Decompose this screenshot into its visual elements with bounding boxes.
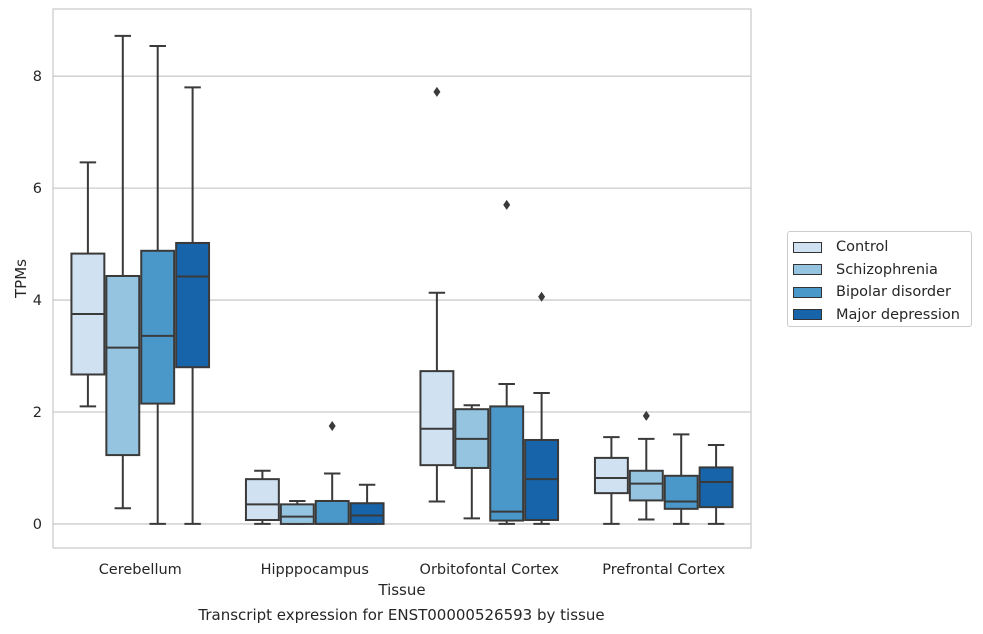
box-schizophrenia (279, 499, 315, 525)
x-tick-label: Hipppocampus (261, 562, 369, 578)
outlier-point (642, 410, 650, 421)
y-tick-label: 2 (33, 405, 42, 421)
y-tick-label: 8 (33, 69, 42, 85)
x-tick-label: Prefrontal Cortex (602, 562, 725, 578)
outlier-point (538, 291, 546, 302)
iqr-box (698, 466, 734, 509)
box-bipolar-disorder (314, 420, 350, 525)
legend: Control Schizophrenia Bipolar disorder Majo… (787, 231, 972, 327)
box-bipolar-disorder (140, 44, 176, 525)
iqr-box (349, 502, 385, 525)
x-tick-label: Orbitofontal Cortex (420, 562, 560, 578)
iqr-box (628, 469, 664, 502)
iqr-box (244, 478, 280, 522)
x-tick-label: Cerebellum (99, 562, 182, 578)
plot-area (52, 8, 752, 549)
y-axis-label: TPMs (12, 259, 30, 299)
y-axis-ticks: 0 2 4 6 8 (33, 69, 42, 533)
box-control (593, 436, 629, 525)
outlier-point (433, 86, 441, 97)
legend-item: Major depression (793, 304, 971, 327)
box-control (244, 469, 280, 525)
iqr-box (419, 370, 455, 467)
y-tick-label: 6 (33, 181, 42, 197)
box-major-depression (175, 86, 211, 525)
legend-swatch (793, 309, 822, 321)
box-schizophrenia (105, 34, 141, 510)
legend-swatch (793, 286, 822, 298)
legend-item: Bipolar disorder (793, 281, 971, 304)
iqr-box (279, 503, 315, 525)
legend-label: Major depression (836, 306, 960, 323)
boxes (70, 34, 734, 525)
iqr-box (140, 249, 176, 405)
legend-label: Schizophrenia (836, 261, 938, 278)
figure-caption: Transcript expression for ENST0000052659… (198, 606, 605, 624)
box-major-depression (524, 291, 560, 525)
legend-label: Control (836, 239, 889, 256)
box-control (70, 161, 106, 408)
iqr-box (663, 474, 699, 510)
box-control (419, 86, 455, 503)
box-major-depression (349, 483, 385, 525)
legend-item: Schizophrenia (793, 259, 971, 282)
legend-label: Bipolar disorder (836, 284, 951, 301)
iqr-box (105, 274, 141, 457)
x-axis-label: Tissue (377, 581, 425, 599)
box-schizophrenia (454, 404, 490, 520)
outlier-point (503, 199, 511, 210)
outlier-point (328, 420, 336, 431)
iqr-box (489, 405, 525, 522)
box-schizophrenia (628, 410, 664, 521)
x-axis-ticks: Cerebellum Hipppocampus Orbitofontal Corte… (99, 562, 726, 578)
y-tick-label: 0 (33, 517, 42, 533)
iqr-box (175, 241, 211, 369)
y-tick-label: 4 (33, 293, 42, 309)
box-bipolar-disorder (663, 433, 699, 525)
iqr-box (314, 499, 350, 525)
legend-item: Control (793, 236, 971, 259)
box-major-depression (698, 444, 734, 525)
legend-swatch (793, 241, 822, 253)
box-bipolar-disorder (489, 199, 525, 525)
iqr-box (593, 456, 629, 495)
legend-swatch (793, 264, 822, 276)
